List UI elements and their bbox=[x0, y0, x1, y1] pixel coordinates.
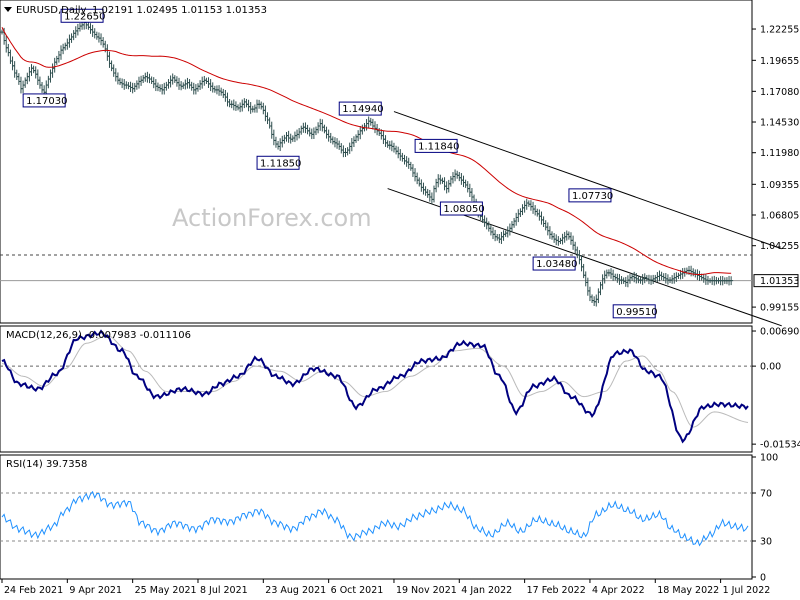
svg-text:1.03480: 1.03480 bbox=[536, 259, 577, 270]
date-label: 17 Feb 2022 bbox=[527, 585, 586, 596]
price-axis-label: 1.06805 bbox=[760, 211, 799, 222]
price-axis-label: 1.14530 bbox=[760, 118, 799, 129]
channel-upper-line bbox=[393, 111, 782, 250]
date-label: 19 Nov 2021 bbox=[396, 585, 457, 596]
price-annotation: 1.14940 bbox=[338, 101, 384, 116]
price-bar bbox=[729, 276, 734, 286]
symbol-title: EURUSD,Daily bbox=[16, 5, 87, 16]
svg-text:1.11850: 1.11850 bbox=[260, 158, 301, 169]
macd-signal-line bbox=[1, 335, 749, 428]
svg-text:1.17030: 1.17030 bbox=[26, 96, 67, 107]
price-axis-label: 1.09355 bbox=[760, 180, 799, 191]
date-label: 23 Aug 2021 bbox=[265, 585, 326, 596]
rsi-axis-label: 0 bbox=[760, 573, 766, 584]
date-label: 4 Jan 2022 bbox=[461, 585, 512, 596]
price-annotation: 1.11840 bbox=[414, 138, 459, 153]
price-annotation: 1.07730 bbox=[568, 188, 613, 203]
price-axis-label: 1.11980 bbox=[760, 148, 799, 159]
price-annotation: 0.99510 bbox=[612, 304, 658, 319]
svg-text:0.99510: 0.99510 bbox=[616, 307, 657, 318]
date-label: 18 May 2022 bbox=[657, 585, 719, 596]
rsi-axis-label: 30 bbox=[760, 537, 772, 548]
price-axis-box bbox=[753, 274, 799, 288]
date-label: 8 Jul 2021 bbox=[200, 585, 248, 596]
price-annotation: 1.03480 bbox=[532, 256, 577, 271]
macd-axis-label: 0.006906 bbox=[760, 327, 800, 338]
date-label: 4 Apr 2022 bbox=[592, 585, 645, 596]
svg-text:1.22650: 1.22650 bbox=[64, 11, 105, 22]
price-panel bbox=[0, 0, 753, 324]
macd-title: MACD(12,26,9) -0.007983 -0.011106 bbox=[6, 330, 191, 341]
price-annotation: 1.17030 bbox=[22, 93, 68, 108]
svg-text:1.11840: 1.11840 bbox=[418, 141, 459, 152]
date-label: 6 Oct 2021 bbox=[331, 585, 384, 596]
svg-text:1.07730: 1.07730 bbox=[572, 191, 613, 202]
macd-axis-label: -0.015348 bbox=[760, 440, 800, 451]
price-annotation: 1.08050 bbox=[439, 201, 485, 216]
price-axis-label: 1.22255 bbox=[760, 25, 799, 36]
price-axis-label: 1.04255 bbox=[760, 241, 799, 252]
price-axis-label: 0.99155 bbox=[760, 303, 799, 314]
price-axis-label: 1.17080 bbox=[760, 87, 799, 98]
date-label: 1 Jul 2022 bbox=[723, 585, 771, 596]
watermark: ActionForex.com bbox=[172, 204, 372, 232]
macd-panel bbox=[0, 325, 753, 453]
rsi-axis-label: 70 bbox=[760, 489, 772, 500]
svg-text:1.08050: 1.08050 bbox=[443, 204, 484, 215]
ohlc-values: 1.02191 1.02495 1.01153 1.01353 bbox=[92, 5, 267, 16]
macd-axis-label: 0.00 bbox=[760, 362, 781, 373]
price-annotation: 1.11850 bbox=[256, 155, 301, 170]
date-label: 25 May 2021 bbox=[135, 585, 197, 596]
price-axis-label: 1.01353 bbox=[760, 276, 799, 287]
price-axis-label: 1.19655 bbox=[760, 56, 799, 67]
date-label: 24 Feb 2021 bbox=[4, 585, 63, 596]
price-annotation: 1.22650 bbox=[60, 8, 105, 23]
chart-menu-triangle-icon[interactable] bbox=[4, 7, 12, 12]
date-label: 9 Apr 2021 bbox=[69, 585, 122, 596]
rsi-title: RSI(14) 39.7358 bbox=[6, 459, 87, 470]
svg-text:1.14940: 1.14940 bbox=[342, 104, 383, 115]
macd-line bbox=[1, 329, 749, 444]
rsi-axis-label: 100 bbox=[760, 453, 778, 464]
moving-average-line bbox=[1, 27, 732, 276]
rsi-panel bbox=[0, 454, 753, 580]
rsi-line bbox=[1, 490, 749, 547]
